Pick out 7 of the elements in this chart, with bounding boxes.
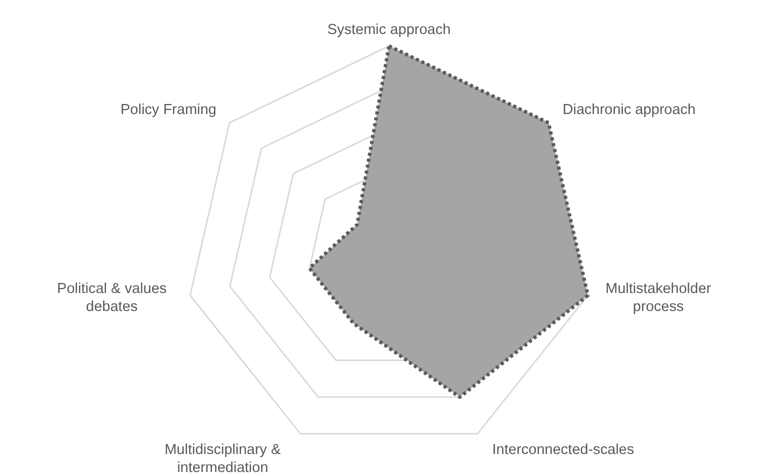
spoke-label: Multistakeholder process <box>606 281 712 316</box>
spoke-label: Systemic approach <box>327 22 451 38</box>
spoke-label: Policy Framing <box>120 102 216 118</box>
spoke-label: Interconnected-scales <box>492 442 634 458</box>
spoke-label: Political & values debates <box>57 281 167 316</box>
spoke-label: Multidisciplinary & intermediation <box>164 442 281 473</box>
spoke-label: Diachronic approach <box>562 102 696 118</box>
